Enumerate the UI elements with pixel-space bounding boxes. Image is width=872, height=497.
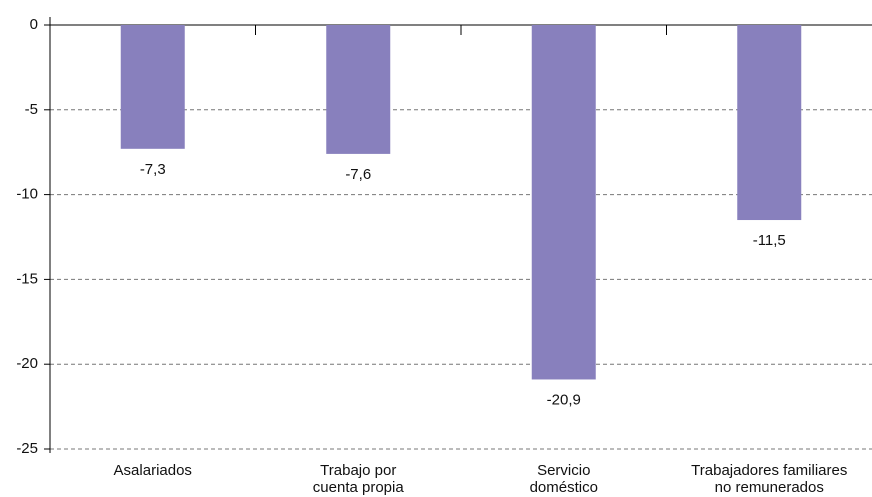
- y-tick-label: 0: [30, 16, 38, 33]
- value-label: -7,6: [345, 166, 371, 183]
- y-tick-label: -10: [16, 186, 38, 203]
- value-label: -7,3: [140, 161, 166, 178]
- bar: [326, 25, 391, 154]
- y-tick-label: -20: [16, 355, 38, 372]
- y-tick-label: -15: [16, 270, 38, 287]
- bar: [120, 25, 185, 149]
- value-label: -20,9: [547, 391, 581, 408]
- x-tick-label: Trabajadores familiares: [691, 462, 847, 479]
- x-tick-label: doméstico: [530, 479, 598, 496]
- value-label: -11,5: [753, 232, 786, 249]
- x-tick-label: cuenta propia: [313, 479, 405, 496]
- x-tick-label: Asalariados: [114, 462, 192, 479]
- x-tick-label: Trabajo por: [320, 462, 396, 479]
- x-tick-label: no remunerados: [715, 479, 824, 496]
- bar: [737, 25, 802, 221]
- bar: [531, 25, 596, 380]
- y-tick-label: -5: [25, 101, 38, 118]
- y-tick-label: -25: [16, 440, 38, 457]
- x-tick-label: Servicio: [537, 462, 590, 479]
